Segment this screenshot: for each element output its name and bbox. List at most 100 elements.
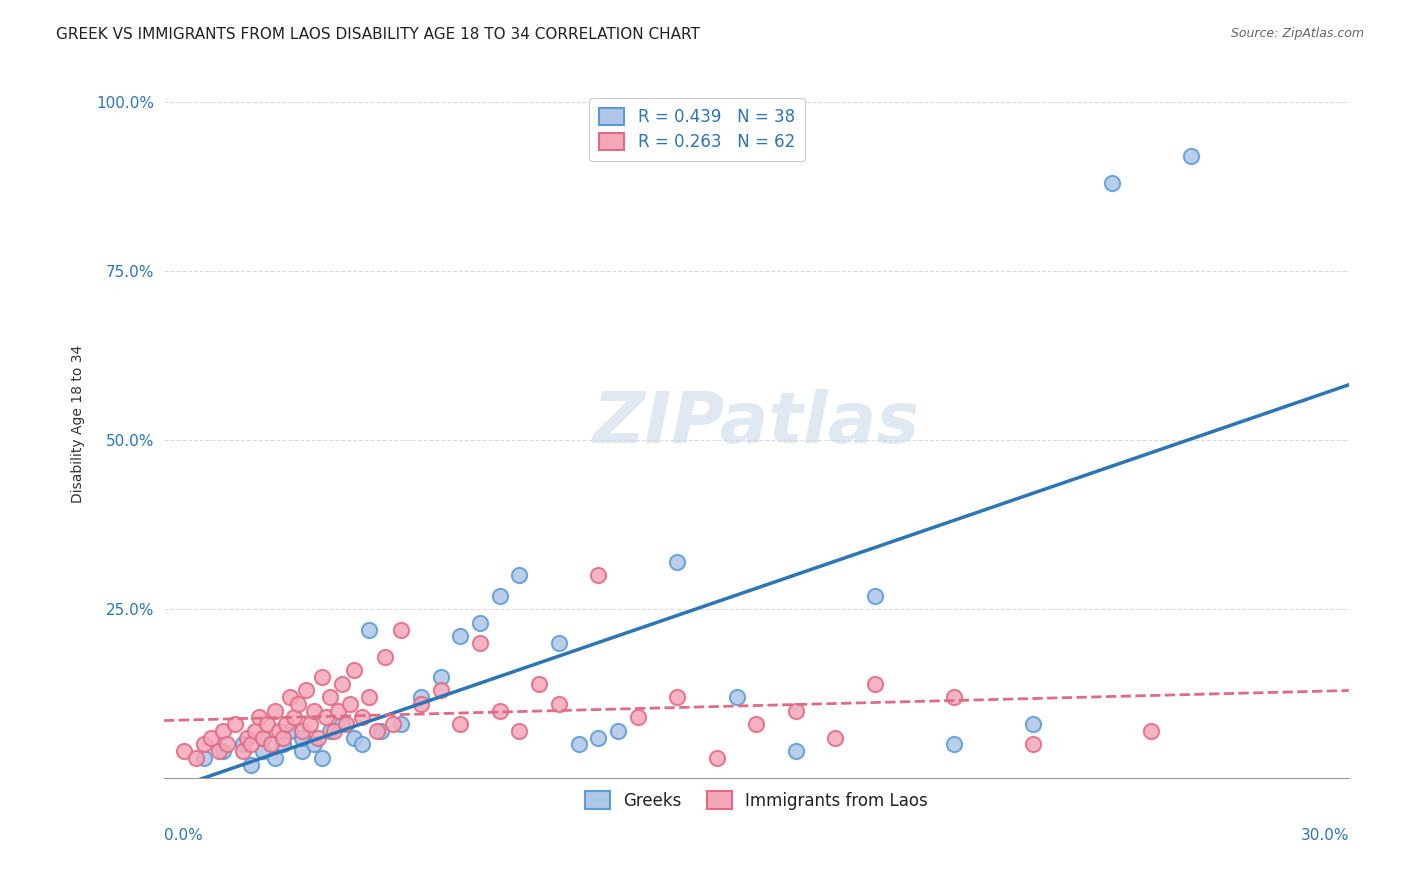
Point bbox=[374, 649, 396, 664]
Point bbox=[276, 717, 298, 731]
Point bbox=[319, 690, 342, 705]
Point bbox=[287, 697, 309, 711]
Point bbox=[239, 738, 262, 752]
Point bbox=[299, 717, 322, 731]
Point bbox=[548, 636, 571, 650]
Point bbox=[295, 683, 318, 698]
Point bbox=[488, 704, 510, 718]
Point bbox=[449, 717, 471, 731]
Point bbox=[785, 704, 807, 718]
Text: Source: ZipAtlas.com: Source: ZipAtlas.com bbox=[1230, 27, 1364, 40]
Point bbox=[217, 738, 239, 752]
Point bbox=[232, 744, 254, 758]
Point bbox=[429, 683, 451, 698]
Point bbox=[267, 723, 290, 738]
Point bbox=[350, 710, 373, 724]
Point bbox=[302, 738, 325, 752]
Point bbox=[468, 615, 491, 630]
Point bbox=[173, 744, 195, 758]
Point bbox=[359, 623, 381, 637]
Point bbox=[409, 690, 432, 705]
Point bbox=[263, 704, 285, 718]
Point bbox=[319, 723, 342, 738]
Point bbox=[666, 690, 689, 705]
Point bbox=[330, 717, 353, 731]
Text: GREEK VS IMMIGRANTS FROM LAOS DISABILITY AGE 18 TO 34 CORRELATION CHART: GREEK VS IMMIGRANTS FROM LAOS DISABILITY… bbox=[56, 27, 700, 42]
Point bbox=[212, 723, 235, 738]
Point bbox=[252, 731, 274, 745]
Point bbox=[260, 738, 283, 752]
Point bbox=[339, 697, 361, 711]
Text: 0.0%: 0.0% bbox=[165, 828, 202, 843]
Text: 30.0%: 30.0% bbox=[1301, 828, 1348, 843]
Point bbox=[252, 744, 274, 758]
Point bbox=[350, 738, 373, 752]
Point bbox=[291, 744, 314, 758]
Point bbox=[389, 717, 412, 731]
Point bbox=[212, 744, 235, 758]
Point bbox=[1022, 738, 1045, 752]
Point bbox=[326, 704, 349, 718]
Point bbox=[1140, 723, 1163, 738]
Point bbox=[307, 731, 329, 745]
Point bbox=[256, 717, 278, 731]
Point bbox=[252, 731, 274, 745]
Legend: Greeks, Immigrants from Laos: Greeks, Immigrants from Laos bbox=[575, 781, 938, 820]
Point bbox=[224, 717, 246, 731]
Point bbox=[208, 744, 231, 758]
Point bbox=[243, 723, 266, 738]
Point bbox=[311, 670, 333, 684]
Point bbox=[283, 710, 305, 724]
Point bbox=[263, 751, 285, 765]
Point bbox=[280, 690, 302, 705]
Point bbox=[271, 731, 294, 745]
Point bbox=[942, 738, 965, 752]
Point bbox=[488, 589, 510, 603]
Point bbox=[863, 589, 886, 603]
Point bbox=[1022, 717, 1045, 731]
Point bbox=[343, 663, 366, 677]
Point bbox=[942, 690, 965, 705]
Point bbox=[1180, 149, 1202, 163]
Point bbox=[666, 555, 689, 569]
Point bbox=[343, 731, 366, 745]
Point bbox=[239, 757, 262, 772]
Point bbox=[588, 568, 610, 582]
Point bbox=[330, 676, 353, 690]
Point bbox=[389, 623, 412, 637]
Point bbox=[548, 697, 571, 711]
Y-axis label: Disability Age 18 to 34: Disability Age 18 to 34 bbox=[72, 344, 86, 502]
Point bbox=[409, 697, 432, 711]
Point bbox=[232, 738, 254, 752]
Point bbox=[725, 690, 748, 705]
Point bbox=[1101, 177, 1123, 191]
Point bbox=[193, 751, 215, 765]
Point bbox=[449, 629, 471, 643]
Point bbox=[315, 710, 337, 724]
Point bbox=[529, 676, 551, 690]
Point bbox=[824, 731, 846, 745]
Point bbox=[607, 723, 630, 738]
Point bbox=[271, 738, 294, 752]
Point bbox=[706, 751, 728, 765]
Point bbox=[785, 744, 807, 758]
Point bbox=[184, 751, 207, 765]
Point bbox=[200, 731, 222, 745]
Point bbox=[236, 731, 259, 745]
Point bbox=[247, 710, 270, 724]
Point bbox=[280, 723, 302, 738]
Point bbox=[302, 704, 325, 718]
Point bbox=[508, 568, 530, 582]
Point bbox=[291, 723, 314, 738]
Text: ZIPatlas: ZIPatlas bbox=[593, 389, 920, 458]
Point bbox=[359, 690, 381, 705]
Point bbox=[627, 710, 650, 724]
Point bbox=[468, 636, 491, 650]
Point bbox=[370, 723, 392, 738]
Point bbox=[366, 723, 388, 738]
Point bbox=[568, 738, 591, 752]
Point bbox=[429, 670, 451, 684]
Point bbox=[322, 723, 344, 738]
Point bbox=[382, 717, 405, 731]
Point bbox=[311, 751, 333, 765]
